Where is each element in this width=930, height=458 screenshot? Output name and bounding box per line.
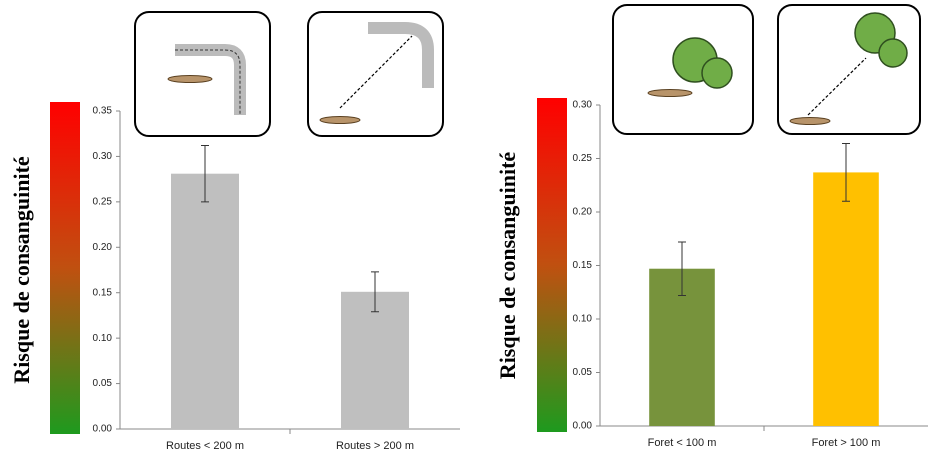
y-tick-label: 0.20 [93,242,113,253]
bar [341,292,409,429]
figure: Risque de consanguinité 0.00 0.05 0.10 0.15 0… [0,0,930,453]
y-tick-label: 0.30 [573,100,593,111]
bar [813,172,879,426]
trees [673,13,907,88]
y-tick-label: 0.10 [93,333,113,344]
y-tick-label: 0.30 [93,151,113,162]
x-tick-label: Routes > 200 m [336,440,414,452]
icons [135,5,920,136]
y-tick-label: 0.20 [573,207,593,218]
y-tick-label: 0.25 [93,196,113,207]
y-tick-label: 0.10 [573,314,593,325]
y-tick-label: 0.05 [93,378,113,389]
y-tick-label: 0.05 [573,367,593,378]
bar [171,174,239,429]
salamanders [168,76,830,125]
x-tick-label: Routes < 200 m [166,440,244,452]
x-tick-label: Foret > 100 m [812,437,881,449]
y-tick-label: 0.15 [93,287,113,298]
y-axis-label: Risque de consanguinité [9,156,34,384]
y-tick-label: 0.35 [93,106,113,117]
x-tick-label: Foret < 100 m [648,437,717,449]
y-axis-label: Risque de consanguinité [495,152,520,380]
y-tick-label: 0.00 [573,421,593,432]
gradient-bars [50,98,567,434]
y-tick-label: 0.25 [573,153,593,164]
y-tick-label: 0.00 [93,424,113,435]
y-tick-label: 0.15 [573,260,593,271]
